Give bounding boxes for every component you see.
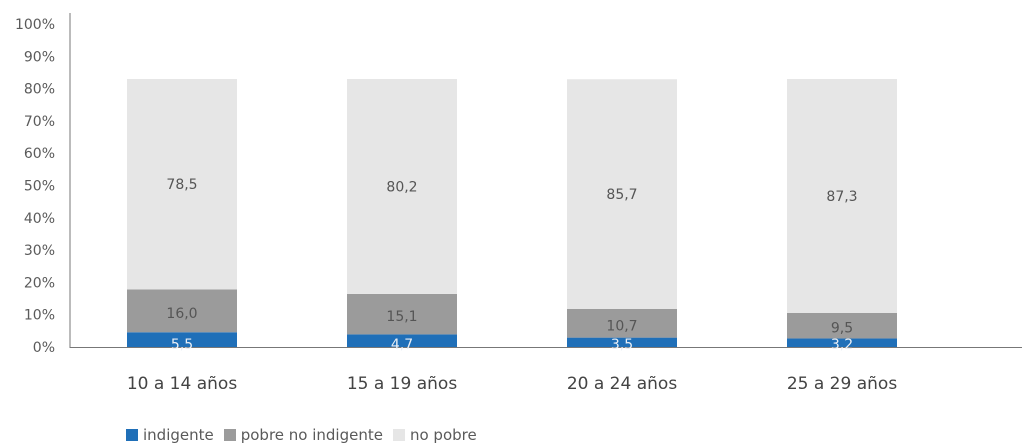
legend-label-pobre-no-indigente: pobre no indigente (240, 426, 383, 444)
y-tick-label: 50% (24, 179, 55, 195)
data-label: 16,0 (166, 306, 197, 322)
y-tick-label: 20% (24, 275, 55, 291)
y-tick-label: 0% (33, 340, 55, 356)
data-label: 3,5 (611, 337, 633, 353)
bar-segment (787, 338, 897, 347)
y-tick-label: 10% (24, 308, 55, 324)
data-label: 87,3 (826, 189, 857, 205)
data-label: 85,7 (606, 187, 637, 203)
legend-label-no-pobre: no pobre (409, 426, 477, 444)
bar-stack: 5,5 16,0 78,5 (127, 79, 237, 353)
bar-segment (567, 79, 677, 309)
data-label: 10,7 (606, 318, 637, 334)
y-tick-label: 70% (24, 114, 55, 130)
legend-swatch-no-pobre (392, 429, 405, 441)
legend-item-pobre-no-indigente: pobre no indigente (223, 426, 383, 444)
bar-segment (347, 79, 457, 294)
data-label: 4,7 (391, 337, 413, 353)
bar-segment (567, 308, 677, 338)
bar-segment (567, 337, 677, 347)
data-label: 9,5 (831, 321, 853, 337)
y-tick-label: 80% (24, 82, 55, 98)
legend: indigente pobre no indigente no pobre (126, 427, 487, 443)
data-label: 78,5 (166, 177, 197, 193)
y-tick-label: 90% (24, 49, 55, 65)
bar-stack: 4,7 15,1 80,2 (347, 79, 457, 353)
legend-swatch-pobre-no-indigente (223, 429, 236, 441)
axes (69, 13, 1022, 348)
bar-segment (787, 79, 897, 313)
bar-segment (127, 79, 237, 290)
x-axis-categories: 10 a 14 años 15 a 19 años 20 a 24 años 25 a… (127, 374, 897, 394)
bar-segment (127, 332, 237, 347)
category-label: 20 a 24 años (567, 374, 677, 394)
y-tick-label: 30% (24, 243, 55, 259)
y-axis-ticks: 0% 10% 20% 30% 40% 50% 60% 70% 80% 90% 100% (15, 17, 55, 356)
legend-item-no-pobre: no pobre (392, 426, 477, 444)
bar-stack: 3,5 10,7 85,7 (567, 79, 677, 353)
y-tick-label: 60% (24, 146, 55, 162)
bar-stack: 3,29,5 87,3 (787, 79, 897, 353)
legend-label-indigente: indigente (143, 426, 214, 444)
data-label: 80,2 (386, 179, 417, 195)
bar-segment (127, 289, 237, 333)
y-tick-label: 100% (15, 17, 55, 33)
bars: 5,5 16,0 78,5 4,7 15,1 80,2 3,5 10,7 85,7 3,29,5 8… (127, 79, 897, 353)
category-label: 10 a 14 años (127, 374, 237, 394)
data-label: 3,2 (831, 337, 853, 353)
legend-swatch-indigente (126, 429, 138, 441)
data-label: 5,5 (171, 337, 193, 353)
category-label: 15 a 19 años (347, 374, 457, 394)
y-tick-label: 40% (24, 211, 55, 227)
bar-segment (347, 334, 457, 347)
category-label: 25 a 29 años (787, 374, 897, 394)
bar-segment (347, 293, 457, 335)
legend-item-indigente: indigente (126, 427, 214, 443)
bar-segment (787, 312, 897, 339)
data-label: 15,1 (386, 309, 417, 325)
